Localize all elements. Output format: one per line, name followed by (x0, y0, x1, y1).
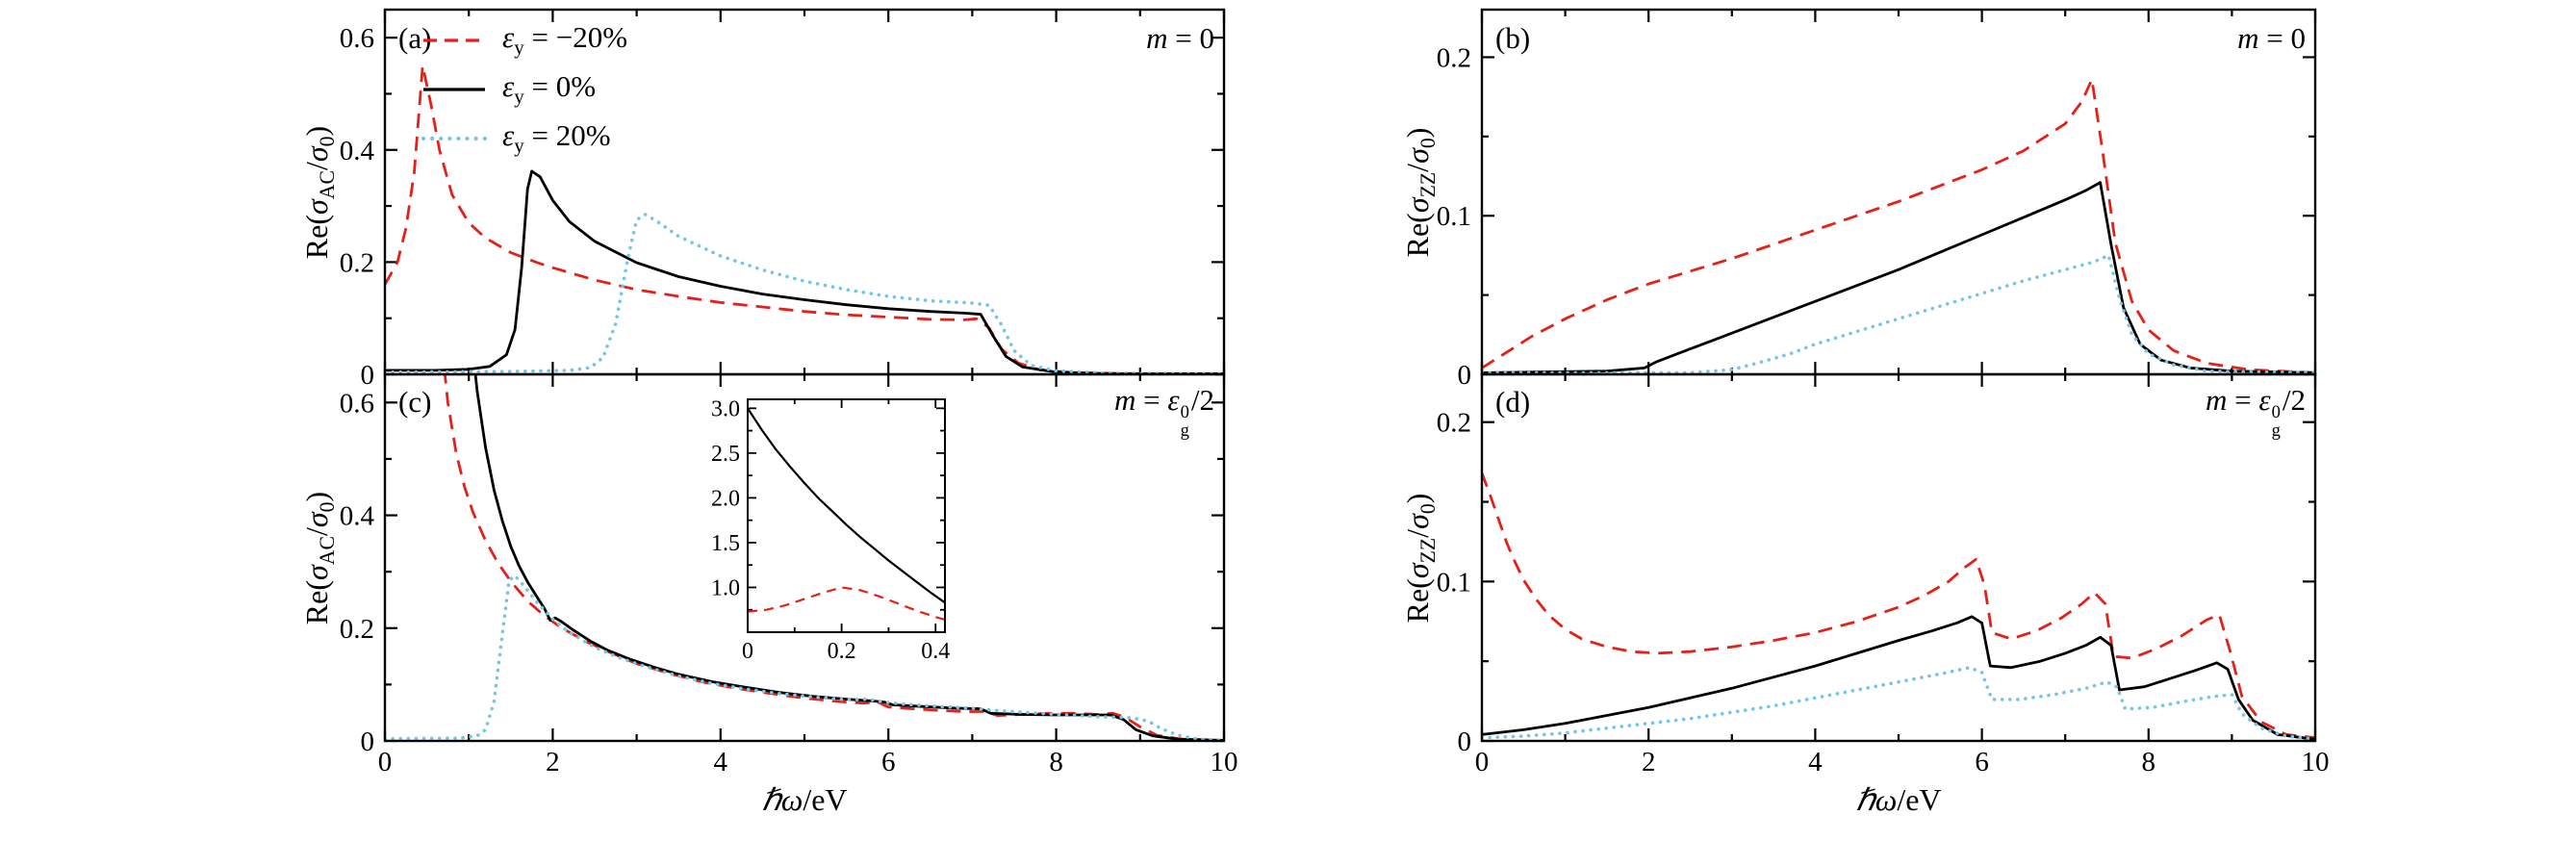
y-axis-label-d: Re(σZZ/σ0) (1399, 493, 1441, 624)
annotation-var: m (2205, 383, 2228, 417)
panel-c: 0 2 4 6 8 10 0 0.2 0.4 0.6 (340, 372, 1238, 777)
x-tick-label: 0 (742, 639, 753, 664)
axes-box (1480, 8, 2317, 376)
x-tick-label: 8 (1049, 747, 1063, 777)
annotation-mass-d: m = ε 0 g/2 (2206, 383, 2306, 441)
annotation-value: = 0 (2258, 21, 2306, 55)
y-tick-label: 0 (361, 360, 375, 391)
series-eps-minus20 (1481, 472, 2316, 740)
y-tick-label: 0.4 (340, 136, 375, 166)
annotation-eq: = (1135, 383, 1168, 417)
legend-item-eps-minus20: εy = −20% (421, 15, 627, 64)
series-eps-plus20 (384, 573, 1225, 742)
axes-box (747, 398, 946, 633)
y-tick-label: 0.2 (1437, 408, 1471, 439)
panel-label-c: (c) (398, 385, 432, 419)
x-tick-label: 0 (1475, 747, 1490, 777)
annotation-var: m (2237, 21, 2259, 55)
annotation-eq: = (2227, 383, 2259, 417)
series-eps-plus20 (1481, 253, 2316, 375)
x-tick-label: 8 (2142, 747, 2156, 777)
axes-box (1480, 372, 2317, 743)
axes-box (383, 372, 1226, 743)
x-tick-label: 6 (1975, 747, 1989, 777)
legend-label: εy = 20% (502, 117, 611, 158)
x-tick-label: 0.4 (921, 639, 950, 664)
y-tick-label: 0.1 (1437, 201, 1471, 232)
x-tick-label: 0 (378, 747, 393, 777)
annotation-sup: 0 (2271, 402, 2281, 423)
legend-label: εy = −20% (502, 19, 628, 60)
x-tick-label: 10 (1211, 747, 1238, 777)
y-tick-label: 0.2 (1437, 42, 1471, 73)
legend-label: εy = 0% (502, 68, 597, 109)
x-tick-label: 0.2 (828, 639, 856, 664)
y-tick-label: 0.2 (340, 614, 374, 645)
legend-item-eps-0: εy = 0% (421, 64, 627, 114)
x-tick-label: 4 (714, 747, 728, 777)
x-axis-label-right: ℏω/eV (1855, 782, 1942, 817)
legend-line-sample (421, 136, 487, 140)
x-axis-label-left: ℏω/eV (761, 782, 848, 817)
annotation-sup: 0 (1180, 402, 1189, 423)
annotation-epsilon: ε (1167, 383, 1180, 417)
annotation-mass-b: m = 0 (2237, 21, 2306, 56)
series-eps-0 (1481, 615, 2316, 741)
y-tick-label: 0.6 (340, 23, 374, 54)
x-tick-label: 6 (881, 747, 896, 777)
annotation-mass-a: m = 0 (1146, 21, 1214, 56)
x-tick-label: 10 (2302, 747, 2330, 777)
annotation-value: = 0 (1167, 21, 1214, 55)
panel-label-a: (a) (398, 21, 432, 55)
annotation-post: /2 (1190, 383, 1214, 417)
y-tick-label: 0.6 (340, 388, 374, 419)
series-eps-plus20 (1481, 666, 2316, 742)
series-eps-plus20 (384, 213, 1225, 375)
y-tick-label: 1.0 (711, 575, 740, 600)
panel-inset: 0 0.2 0.4 1.0 1.5 2.0 2.5 3.0 (711, 396, 950, 664)
annotation-var: m (1113, 383, 1136, 417)
y-tick-label: 0 (1458, 726, 1472, 757)
y-tick-label: 1.5 (711, 531, 740, 556)
series-eps-0 (747, 407, 946, 604)
y-axis-label-c: Re(σAC/σ0) (298, 491, 340, 625)
panel-d: 0 2 4 6 8 10 0 0.1 0.2 (1437, 372, 2330, 777)
x-tick-label: 2 (1642, 747, 1656, 777)
annotation-mass-c: m = ε 0 g/2 (1114, 383, 1214, 441)
panel-label-d: (d) (1495, 385, 1531, 419)
panel-b: 0 0.1 0.2 (1437, 8, 2317, 391)
annotation-sub: g (1180, 420, 1189, 441)
x-tick-label: 2 (546, 747, 560, 777)
y-axis-label-b: Re(σZZ/σ0) (1399, 127, 1441, 258)
y-tick-label: 2.5 (711, 442, 740, 467)
y-axis-label-a: Re(σAC/σ0) (298, 125, 340, 260)
y-tick-label: 0 (1458, 360, 1472, 391)
y-tick-label: 3.0 (711, 396, 740, 421)
legend-item-eps-plus20: εy = 20% (421, 114, 627, 163)
panel-label-b: (b) (1495, 21, 1531, 55)
annotation-sub: g (2271, 420, 2281, 441)
series-eps-minus20 (747, 586, 946, 622)
annotation-epsilon: ε (2258, 383, 2271, 417)
series-eps-0 (385, 169, 1224, 375)
x-tick-label: 4 (1808, 747, 1823, 777)
y-tick-label: 2.0 (711, 486, 740, 511)
annotation-var: m (1146, 21, 1168, 55)
y-tick-label: 0 (361, 726, 375, 757)
annotation-post: /2 (2282, 383, 2306, 417)
series-eps-minus20 (1481, 78, 2316, 374)
legend: εy = −20% εy = 0% εy = 20% (421, 15, 627, 163)
y-tick-label: 0.4 (340, 501, 375, 532)
series-eps-0 (1481, 181, 2316, 374)
y-tick-label: 0.2 (340, 247, 374, 278)
legend-line-sample (423, 38, 485, 42)
y-tick-label: 0.1 (1437, 567, 1471, 598)
legend-line-sample (423, 87, 485, 91)
